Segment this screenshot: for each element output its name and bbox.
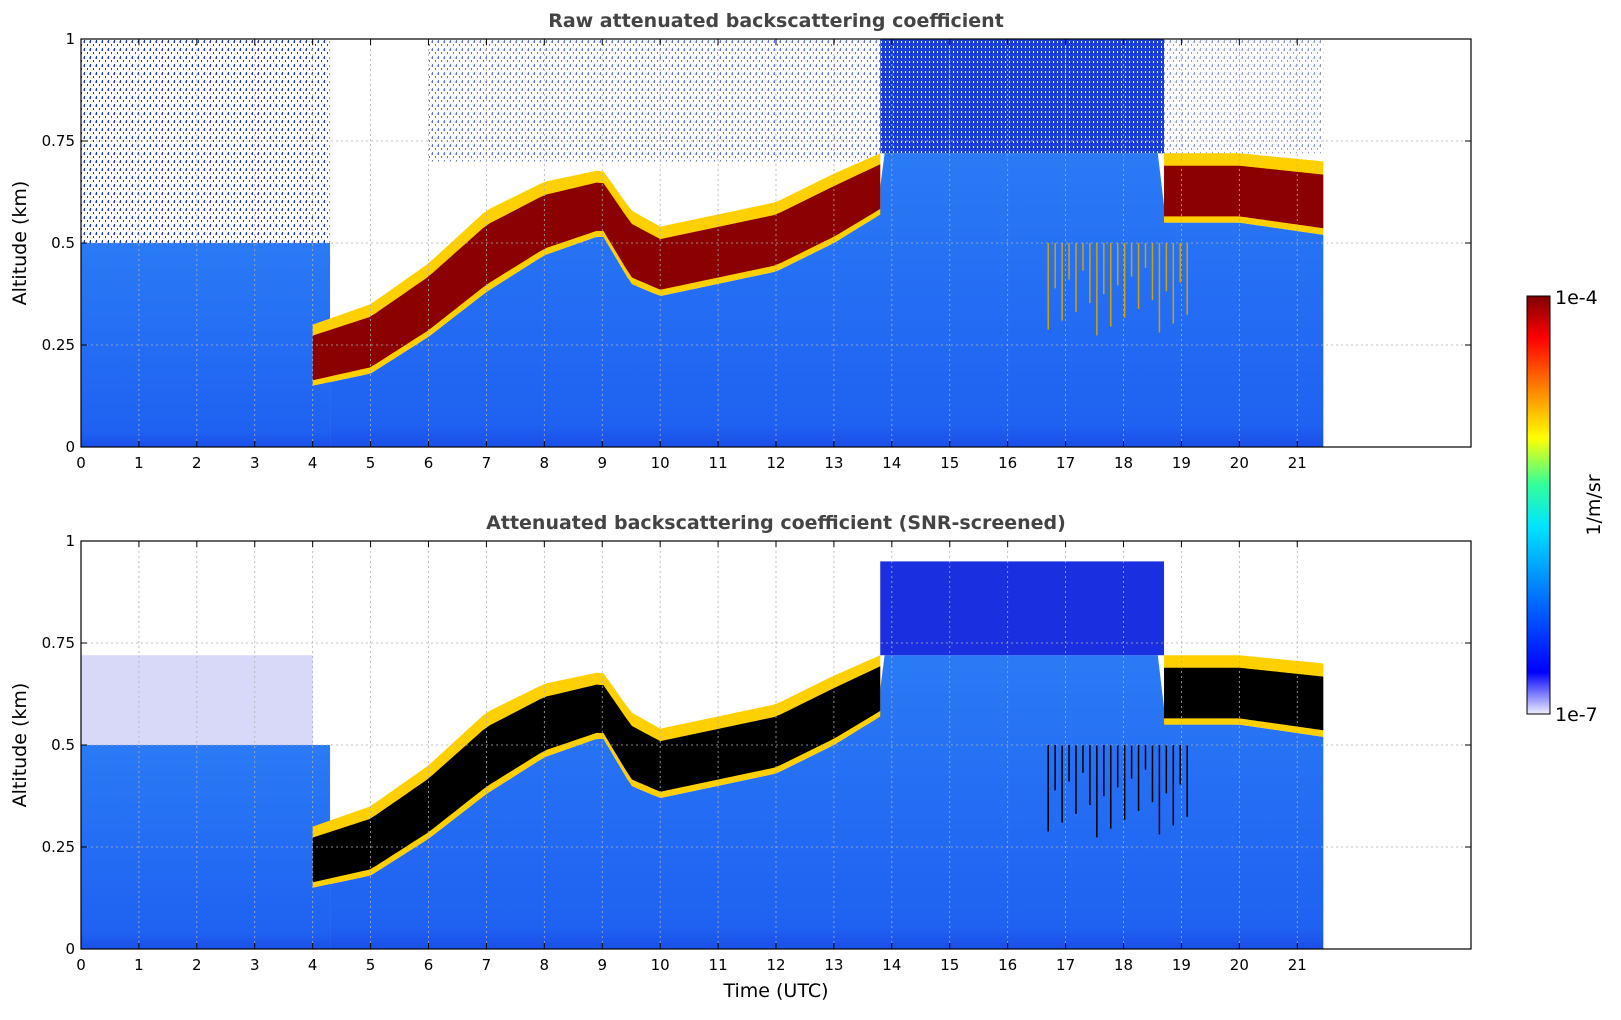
x-tick-label: 0 <box>76 956 86 974</box>
x-tick-label: 6 <box>424 956 434 974</box>
x-tick-label: 17 <box>1056 454 1075 472</box>
x-tick-label: 21 <box>1288 956 1307 974</box>
y-tick-label: 0.25 <box>42 336 75 354</box>
colorbar: 1e-4 1e-7 1/m/sr <box>1526 287 1605 726</box>
layer-core-2 <box>1164 165 1324 229</box>
y-axis-label: Altitude (km) <box>9 683 31 808</box>
layer-edge-1 <box>312 655 881 888</box>
x-tick-label: 0 <box>76 454 86 472</box>
x-tick-label: 19 <box>1172 454 1191 472</box>
x-tick-label: 18 <box>1114 956 1133 974</box>
x-tick-label: 4 <box>308 956 318 974</box>
x-tick-label: 8 <box>540 956 550 974</box>
colorbar-gradient <box>1526 295 1551 715</box>
grid <box>81 541 1471 949</box>
x-tick-label: 4 <box>308 454 318 472</box>
x-tick-label: 11 <box>709 956 728 974</box>
layer-core-1 <box>312 666 881 883</box>
x-tick-label: 13 <box>824 956 843 974</box>
x-tick-label: 16 <box>998 454 1017 472</box>
panel-title: Raw attenuated backscattering coefficien… <box>548 10 1004 32</box>
x-tick-label: 3 <box>250 454 260 472</box>
x-tick-label: 7 <box>482 454 492 472</box>
x-tick-label: 11 <box>709 454 728 472</box>
x-tick-label: 1 <box>134 956 144 974</box>
x-tick-label: 10 <box>651 454 670 472</box>
colorbar-min-label: 1e-7 <box>1555 704 1598 726</box>
grid <box>81 39 1471 447</box>
x-tick-label: 5 <box>366 956 376 974</box>
boundary-layer <box>330 655 1324 949</box>
layer-edge-1 <box>312 153 881 386</box>
x-tick-label: 20 <box>1230 454 1249 472</box>
x-tick-label: 9 <box>597 956 607 974</box>
panel-title: Attenuated backscattering coefficient (S… <box>486 512 1066 534</box>
x-tick-label: 3 <box>250 956 260 974</box>
x-tick-label: 2 <box>192 454 202 472</box>
y-tick-label: 0.5 <box>51 234 75 252</box>
colorbar-max-label: 1e-4 <box>1555 287 1598 309</box>
x-tick-label: 16 <box>998 956 1017 974</box>
noise-region-afternoon <box>880 39 1165 154</box>
layer-core-1 <box>312 164 881 381</box>
y-tick-label: 1 <box>65 532 75 550</box>
y-tick-label: 0 <box>65 438 75 456</box>
panel-1: Raw attenuated backscattering coefficien… <box>9 10 1472 472</box>
y-tick-label: 0.75 <box>42 132 75 150</box>
y-tick-label: 0.75 <box>42 634 75 652</box>
x-tick-label: 6 <box>424 454 434 472</box>
x-tick-label: 20 <box>1230 956 1249 974</box>
layer-core-2 <box>1164 667 1324 731</box>
x-tick-label: 21 <box>1288 454 1307 472</box>
x-tick-label: 7 <box>482 956 492 974</box>
x-tick-label: 8 <box>540 454 550 472</box>
x-tick-label: 12 <box>766 956 785 974</box>
x-tick-label: 5 <box>366 454 376 472</box>
x-tick-label: 15 <box>940 956 959 974</box>
y-tick-label: 1 <box>65 30 75 48</box>
x-tick-label: 9 <box>597 454 607 472</box>
x-tick-label: 12 <box>766 454 785 472</box>
x-tick-label: 18 <box>1114 454 1133 472</box>
screened-afternoon-layer <box>880 561 1165 656</box>
x-tick-label: 2 <box>192 956 202 974</box>
y-tick-label: 0.5 <box>51 736 75 754</box>
y-axis-label: Altitude (km) <box>9 181 31 306</box>
x-tick-label: 15 <box>940 454 959 472</box>
x-tick-label: 14 <box>882 454 901 472</box>
x-tick-label: 19 <box>1172 956 1191 974</box>
noise-region-midday <box>428 39 881 162</box>
x-tick-label: 1 <box>134 454 144 472</box>
x-tick-label: 13 <box>824 454 843 472</box>
colorbar-unit-label: 1/m/sr <box>1583 474 1605 535</box>
panel-2: Attenuated backscattering coefficient (S… <box>9 512 1472 1002</box>
x-tick-label: 10 <box>651 956 670 974</box>
x-tick-label: 14 <box>882 956 901 974</box>
noise-region-evening <box>1164 39 1324 154</box>
boundary-layer <box>330 153 1324 448</box>
screened-residual-layer <box>81 655 313 745</box>
x-axis-label: Time (UTC) <box>722 980 828 1002</box>
y-tick-label: 0 <box>65 940 75 958</box>
x-tick-label: 17 <box>1056 956 1075 974</box>
y-tick-label: 0.25 <box>42 838 75 856</box>
